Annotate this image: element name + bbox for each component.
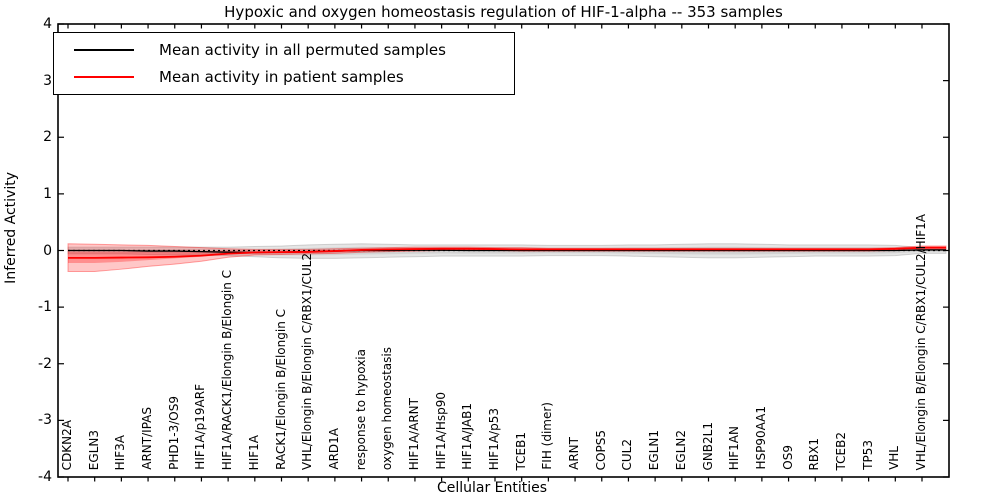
x-tick-label: HIF1A/p53	[487, 407, 501, 470]
x-tick-label: RBX1	[807, 437, 822, 470]
y-tick-label: -1	[38, 299, 52, 316]
x-tick-label: ARD1A	[326, 428, 341, 470]
y-tick-label: 3	[43, 72, 52, 89]
y-tick-label: 4	[43, 16, 52, 32]
y-tick-label: 2	[43, 129, 52, 146]
x-tick-label: oxygen homeostasis	[380, 346, 395, 470]
legend-line-black-icon	[74, 49, 134, 52]
y-tick-label: 1	[43, 185, 52, 202]
x-tick-label: EGLN2	[673, 429, 688, 470]
x-tick-label: GNB2L1	[700, 421, 715, 470]
x-tick-label: RACK1/Elongin B/Elongin C	[273, 309, 288, 470]
y-tick-label: -4	[38, 469, 52, 485]
x-tick-label: TCEB1	[513, 431, 528, 470]
chart-title: Hypoxic and oxygen homeostasis regulatio…	[224, 3, 783, 21]
x-tick-label: EGLN1	[647, 429, 662, 470]
y-tick-label: -3	[38, 412, 52, 429]
confidence-band	[67, 243, 947, 272]
x-tick-label: response to hypoxia	[353, 348, 368, 470]
legend: Mean activity in all permuted samples Me…	[53, 32, 515, 95]
x-tick-label: VHL	[887, 446, 902, 470]
x-tick-label: HIF1A/RACK1/Elongin B/Elongin C	[220, 269, 235, 470]
x-tick-label: HIF3A	[113, 434, 128, 470]
x-tick-label: TCEB2	[833, 431, 848, 470]
legend-item-permuted: Mean activity in all permuted samples	[54, 41, 514, 59]
x-tick-label: HSP90AA1	[753, 406, 768, 470]
x-tick-label: VHL/Elongin B/Elongin C/RBX1/CUL2	[300, 252, 315, 470]
y-tick-label: 0	[43, 242, 52, 259]
legend-label-permuted: Mean activity in all permuted samples	[159, 41, 446, 60]
x-tick-label: HIF1A/ARNT	[406, 397, 421, 470]
x-tick-label: CUL2	[620, 438, 635, 470]
y-tick-label: -2	[38, 355, 52, 372]
x-tick-label: PHD1-3/OS9	[166, 396, 181, 470]
x-tick-label: TP53	[860, 440, 875, 470]
x-tick-label: HIF1A/Hsp90	[433, 392, 448, 470]
legend-line-red-icon	[74, 75, 134, 78]
confidence-band	[68, 246, 946, 263]
x-tick-label: ARNT	[567, 437, 582, 470]
x-tick-label: HIF1AN	[727, 425, 742, 470]
series-line	[68, 246, 946, 259]
legend-item-patient: Mean activity in patient samples	[54, 68, 514, 86]
x-tick-label: FIH (dimer)	[540, 402, 555, 470]
x-tick-label: VHL/Elongin B/Elongin C/RBX1/CUL2/HIF1A	[914, 213, 928, 470]
x-axis-label: Cellular Entities	[436, 480, 548, 496]
x-tick-label: EGLN3	[86, 429, 101, 470]
series-line	[68, 249, 946, 254]
legend-label-patient: Mean activity in patient samples	[159, 67, 404, 86]
x-tick-label: HIF1A/p19ARF	[193, 384, 208, 470]
x-tick-label: HIF1A	[246, 434, 261, 470]
x-tick-label: HIF1A/JAB1	[460, 403, 475, 470]
x-tick-label: ARNT/IPAS	[140, 407, 155, 470]
x-tick-label: CDKN2A	[60, 419, 74, 470]
x-tick-label: COPS5	[593, 429, 608, 470]
x-tick-label: OS9	[780, 445, 795, 470]
